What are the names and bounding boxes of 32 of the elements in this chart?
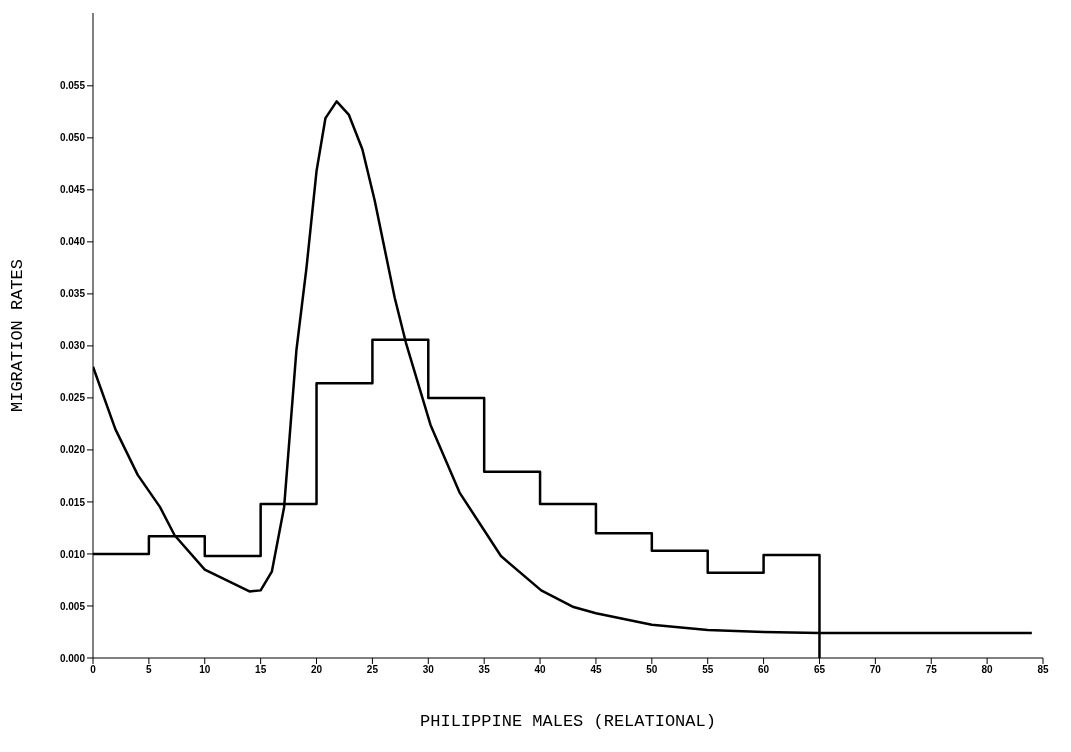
x-tick-label: 10 bbox=[199, 664, 211, 676]
y-tick-label: 0.000 bbox=[59, 652, 86, 664]
x-tick-label: 20 bbox=[310, 664, 323, 676]
y-tick-label: 0.010 bbox=[59, 548, 86, 560]
x-tick-label: 55 bbox=[702, 664, 714, 676]
x-tick-label: 70 bbox=[869, 664, 882, 676]
y-tick-label: 0.030 bbox=[59, 340, 86, 352]
x-tick-label: 75 bbox=[925, 664, 938, 676]
y-axis-title: MIGRATION RATES bbox=[8, 258, 28, 413]
y-tick-label: 0.050 bbox=[59, 132, 86, 144]
x-tick-label: 35 bbox=[478, 664, 491, 676]
y-tick-label: 0.025 bbox=[59, 392, 86, 404]
x-tick-label: 85 bbox=[1037, 664, 1049, 676]
y-tick-label: 0.045 bbox=[59, 184, 86, 196]
y-tick-label: 0.020 bbox=[59, 444, 86, 456]
y-tick-label: 0.040 bbox=[59, 236, 86, 248]
x-tick-label: 80 bbox=[981, 664, 994, 676]
x-tick-label: 50 bbox=[646, 664, 658, 676]
x-tick-label: 25 bbox=[366, 664, 379, 676]
y-tick-label: 0.005 bbox=[59, 600, 86, 612]
x-tick-label: 45 bbox=[590, 664, 602, 676]
x-tick-label: 0 bbox=[90, 664, 97, 676]
y-tick-label: 0.035 bbox=[59, 288, 86, 300]
x-tick-label: 5 bbox=[146, 664, 153, 676]
x-tick-label: 40 bbox=[534, 664, 547, 676]
x-axis-title: PHILIPPINE MALES (RELATIONAL) bbox=[420, 712, 716, 731]
y-tick-label: 0.055 bbox=[59, 80, 86, 92]
y-tick-label: 0.015 bbox=[59, 496, 86, 508]
x-tick-label: 65 bbox=[813, 664, 826, 676]
x-tick-label: 30 bbox=[422, 664, 435, 676]
x-tick-label: 15 bbox=[255, 664, 267, 676]
x-tick-label: 60 bbox=[758, 664, 770, 676]
